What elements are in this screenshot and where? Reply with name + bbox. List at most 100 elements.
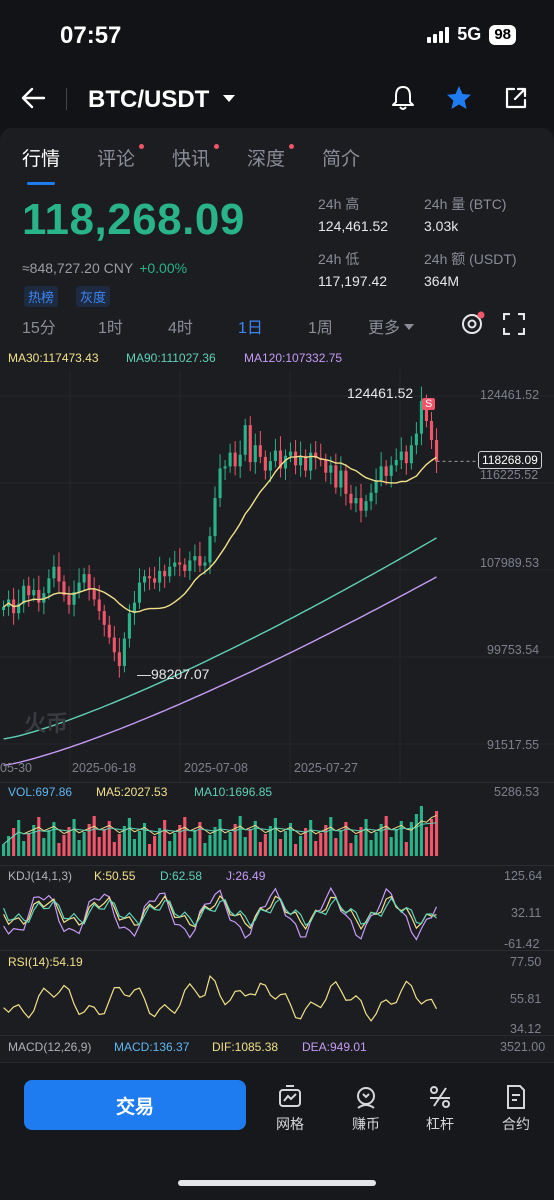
caret-down-icon xyxy=(223,95,235,102)
stat-high: 24h 高 124,461.52 xyxy=(318,196,389,234)
volume-bar xyxy=(238,816,242,856)
stat-volume: 24h 量 (BTC) 3.03k xyxy=(424,196,507,234)
volume-bar xyxy=(97,837,101,856)
share-icon[interactable] xyxy=(504,86,528,110)
timeframe-more[interactable]: 更多 xyxy=(368,314,415,338)
timeframe-1h[interactable]: 1时 xyxy=(98,320,123,337)
kdj-d-line xyxy=(3,897,437,927)
grid-bot-button[interactable]: 网格 xyxy=(260,1084,320,1134)
volume-bar xyxy=(278,839,283,856)
volume-bar xyxy=(183,817,187,856)
high-marker: 124461.52 xyxy=(347,385,414,401)
contract-button[interactable]: 合约 xyxy=(486,1084,546,1134)
separator xyxy=(0,782,554,783)
kdj-axis: 125.64 xyxy=(504,869,543,883)
candle-body xyxy=(27,585,31,596)
volume-bar xyxy=(107,821,111,856)
volume-bar xyxy=(142,823,147,856)
hot-list-badge[interactable]: 热榜 xyxy=(24,286,59,307)
candle-body xyxy=(62,581,66,596)
leverage-button[interactable]: 杠杆 xyxy=(410,1084,470,1134)
favorite-star-icon[interactable] xyxy=(445,84,473,112)
candle-body xyxy=(198,556,202,566)
timeframe-4h[interactable]: 4时 xyxy=(168,320,193,337)
volume-bar xyxy=(42,838,46,856)
candle-body xyxy=(37,589,41,603)
candle-body xyxy=(384,466,388,476)
kdj-chart xyxy=(3,886,438,941)
candle-body xyxy=(132,602,137,614)
candle-body xyxy=(163,570,167,577)
candlestick-chart[interactable] xyxy=(0,370,554,782)
candle-body xyxy=(92,588,96,600)
volume-bar xyxy=(344,822,348,856)
kdj-j-label: J:26.49 xyxy=(226,869,266,883)
trade-button[interactable]: 交易 xyxy=(24,1080,246,1130)
tab-depth[interactable]: 深度 xyxy=(247,144,322,171)
timeframe-15m[interactable]: 15分 xyxy=(22,320,56,337)
tab-market[interactable]: 行情 xyxy=(22,149,61,170)
candle-body xyxy=(188,560,192,571)
volume-bar xyxy=(158,828,162,856)
pair-selector[interactable]: BTC/USDT xyxy=(88,86,236,114)
tab-intro[interactable]: 简介 xyxy=(322,149,361,170)
candle-body xyxy=(67,595,71,605)
separator xyxy=(0,865,554,866)
indicator-settings-icon[interactable] xyxy=(460,311,486,337)
network-label: 5G xyxy=(457,24,482,44)
nav-divider xyxy=(66,88,67,110)
leverage-icon xyxy=(430,1086,450,1108)
candle-body xyxy=(414,433,418,446)
candle-body xyxy=(304,455,308,471)
tab-news[interactable]: 快讯 xyxy=(172,144,247,171)
grid-bot-icon xyxy=(279,1085,301,1107)
candle-body xyxy=(294,451,298,466)
volume-bar xyxy=(117,834,121,856)
macd-label: MACD(12,26,9) xyxy=(8,1040,92,1054)
volume-bar xyxy=(173,833,177,856)
tab-comments[interactable]: 评论 xyxy=(97,144,172,171)
price-sub: ≈848,727.20 CNY +0.00% xyxy=(22,260,187,276)
candle-body xyxy=(324,460,328,473)
candle-body xyxy=(349,493,353,504)
candle-body xyxy=(208,536,212,563)
volume-bar xyxy=(57,843,61,856)
volume-bar xyxy=(314,841,318,856)
tab-bar: 行情 评论 快讯 深度 简介 xyxy=(22,144,397,171)
rsi-axis: 55.81 xyxy=(510,992,542,1006)
volume-bar xyxy=(379,824,383,856)
volume-bar xyxy=(92,816,96,856)
kdj-j-line xyxy=(3,886,438,941)
candle-body xyxy=(354,498,358,504)
fullscreen-icon[interactable] xyxy=(503,313,525,335)
timeframe-1w[interactable]: 1周 xyxy=(308,320,333,337)
timeframe-1d[interactable]: 1日 xyxy=(238,320,263,337)
candle-body xyxy=(218,468,222,499)
earn-button[interactable]: 赚币 xyxy=(336,1084,396,1134)
back-arrow-icon[interactable] xyxy=(20,86,46,110)
macd-value: MACD:136.37 xyxy=(114,1040,190,1054)
candle-body xyxy=(263,456,267,471)
top-nav: BTC/USDT xyxy=(0,70,554,126)
earn-icon xyxy=(357,1087,375,1109)
volume-bar xyxy=(198,822,202,856)
ma120-line xyxy=(3,576,437,766)
notify-dot xyxy=(214,144,219,149)
volume-bar xyxy=(424,827,429,856)
candle-body xyxy=(299,455,303,466)
grayscale-badge[interactable]: 灰度 xyxy=(76,286,111,307)
candle-body xyxy=(32,589,36,596)
candle-body xyxy=(364,501,368,511)
candle-body xyxy=(148,576,152,579)
candle-body xyxy=(183,564,187,571)
cny-price: ≈848,727.20 CNY xyxy=(22,260,134,276)
vol-ma10-line xyxy=(3,822,437,845)
bell-icon[interactable] xyxy=(390,84,416,112)
volume-bar xyxy=(288,823,293,856)
candle-body xyxy=(419,400,423,434)
candle-body xyxy=(394,460,398,466)
vol-axis: 5286.53 xyxy=(494,785,540,799)
volume-bar xyxy=(369,840,373,856)
volume-bar xyxy=(258,842,262,856)
ma30-label: MA30:117473.43 xyxy=(8,351,99,365)
